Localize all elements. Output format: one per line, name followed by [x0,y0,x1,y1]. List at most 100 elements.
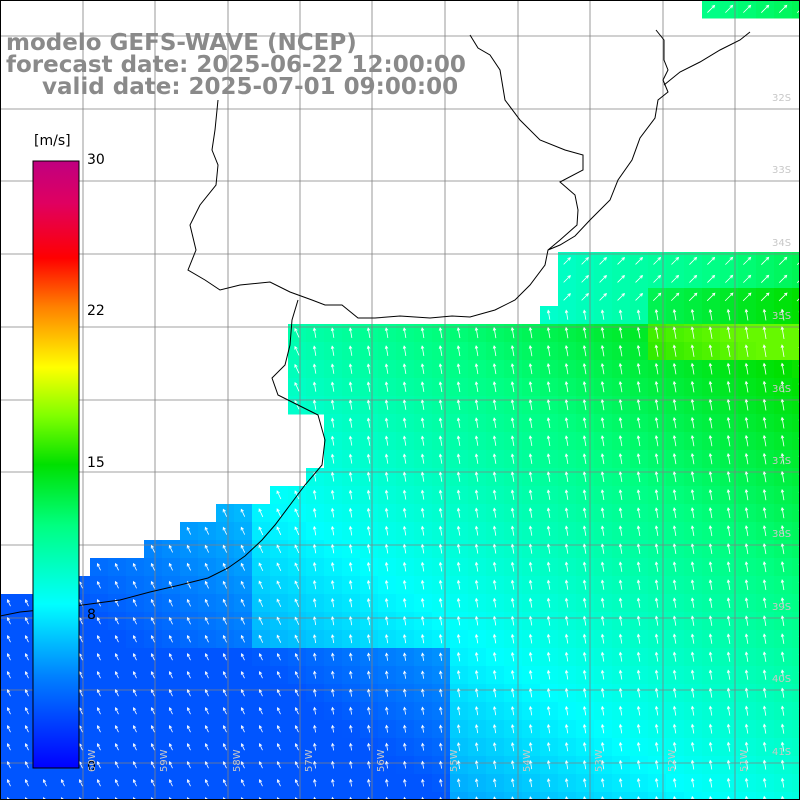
wind-arrow [96,562,101,571]
wind-arrow [492,489,497,500]
wind-arrow [690,651,695,662]
wind-arrow [258,580,264,589]
wind-arrow [564,597,569,608]
wind-arrow [582,309,587,320]
wind-arrow [762,651,767,662]
wind-arrow [564,525,569,536]
wind-arrow [384,345,389,356]
wind-arrow [600,435,605,447]
wind-arrow [367,724,371,733]
wind-arrow [636,507,641,519]
wind-arrow [708,669,713,680]
wind-arrow [564,633,569,644]
wind-arrow [510,633,515,644]
wind-cell [792,360,800,379]
wind-arrow [492,633,497,644]
wind-arrow [330,543,335,554]
wind-arrow [599,275,607,283]
wind-arrow [222,616,227,625]
wind-arrow [492,327,497,339]
wind-arrow [654,723,659,734]
wind-arrow [24,689,29,697]
wind-arrow [582,741,587,752]
wind-arrow [439,742,443,751]
wind-arrow [330,435,335,446]
wind-arrow [636,471,641,483]
lat-label: 34S [772,238,792,249]
wind-arrow [780,398,785,411]
wind-arrow [672,579,677,590]
wind-arrow [707,256,716,265]
wind-arrow [204,743,209,751]
wind-arrow [474,489,479,500]
wind-arrow [132,653,137,661]
wind-arrow [402,489,407,500]
wind-arrow [654,651,659,662]
wind-arrow [204,653,209,661]
wind-arrow [726,471,731,483]
wind-arrow [312,525,317,536]
wind-arrow [582,723,587,734]
wind-cell [792,702,800,721]
wind-arrow [706,292,716,302]
wind-arrow [636,326,641,339]
wind-arrow [780,561,785,573]
wind-arrow [312,507,317,518]
wind-arrow [618,561,623,572]
wind-arrow [366,525,371,536]
wind-arrow [474,507,479,518]
wind-arrow [600,453,605,465]
wind-arrow [240,616,245,625]
wind-arrow [456,363,461,375]
wind-arrow [726,380,731,393]
wind-arrow [654,344,659,357]
wind-arrow [439,760,443,769]
wind-arrow [313,760,317,769]
wind-arrow [510,417,515,429]
wind-arrow [618,597,623,608]
wind-arrow [744,434,749,447]
wind-arrow [204,761,209,769]
colorbar-tick-30: 30 [87,152,105,168]
wind-arrow [384,633,389,644]
wind-arrow [600,309,605,320]
wind-arrow [438,525,443,536]
wind-arrow [114,617,119,625]
wind-arrow [636,705,641,716]
wind-arrow [582,417,587,429]
wind-arrow [438,597,443,608]
wind-arrow [438,453,443,464]
wind-arrow [617,274,626,283]
wind-arrow [439,688,443,697]
wind-arrow [600,796,605,800]
wind-arrow [366,507,371,518]
wind-arrow [240,707,245,715]
wind-arrow [546,796,551,800]
wind-arrow [492,651,497,662]
wind-cell [738,792,757,800]
wind-arrow [132,725,137,733]
lon-label: 51W [739,749,750,772]
wind-arrow [258,689,263,697]
wind-arrow [780,416,785,429]
wind-arrow [726,777,731,788]
wind-arrow [96,707,101,715]
wind-arrow [708,759,713,770]
wind-arrow [582,579,587,590]
wind-arrow [204,562,209,571]
wind-arrow [564,778,569,788]
wind-arrow [762,687,767,698]
wind-arrow [474,327,479,339]
wind-arrow [582,362,587,375]
wind-arrow [384,615,389,626]
wind-arrow [762,398,767,411]
wind-arrow [528,723,533,734]
wind-arrow [384,327,389,339]
wind-arrow [564,363,569,375]
wind-arrow [582,525,587,536]
wind-arrow [402,543,407,554]
wind-arrow [258,508,264,518]
wind-arrow [438,652,443,661]
wind-arrow [348,417,353,428]
wind-arrow [546,417,551,429]
